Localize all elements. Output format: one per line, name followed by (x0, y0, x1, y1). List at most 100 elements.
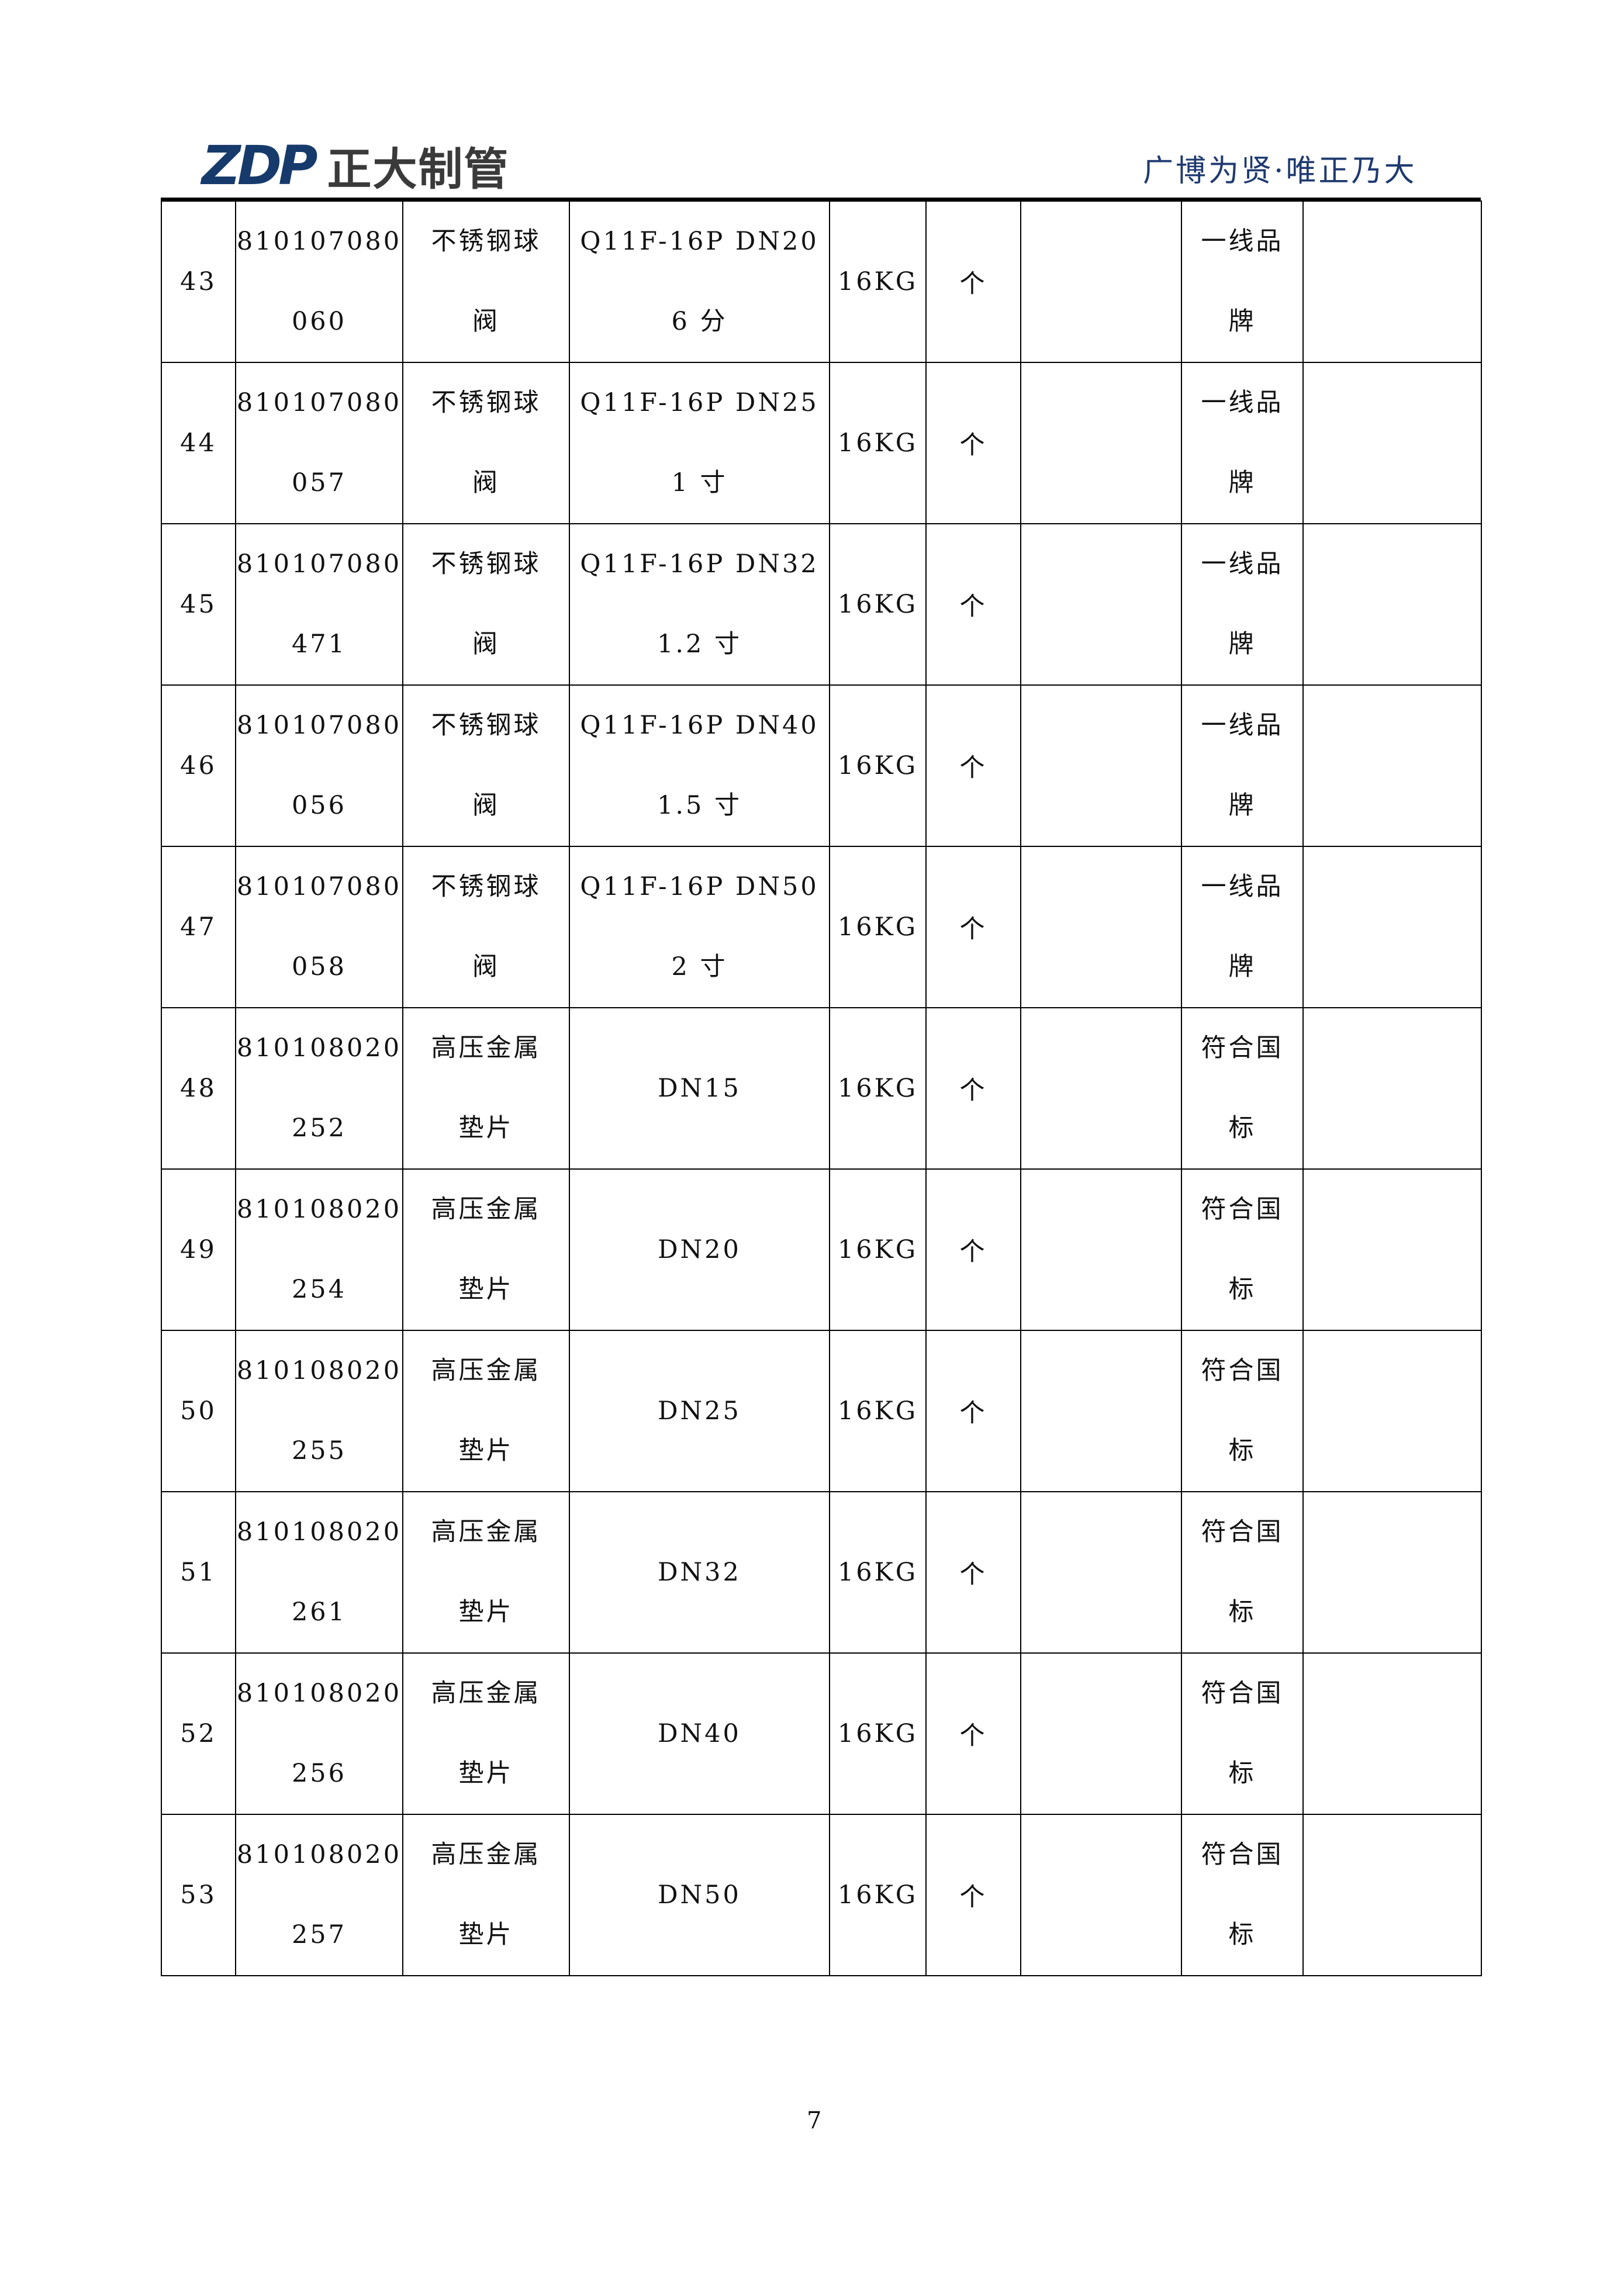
item-name-cell: 高压金属 垫片 (402, 1168, 570, 1331)
quantity-cell (1020, 1652, 1182, 1815)
row-number-cell: 50 (161, 1330, 236, 1492)
table-row: 46 810107080 056 不锈钢球阀 Q11F-16P DN40 1.5 寸 16K… (161, 684, 1482, 847)
specification-line: DN15 (658, 1073, 741, 1103)
specification-line: Q11F-16P DN32 (580, 549, 819, 579)
pressure-rating-cell: 16KG (829, 1652, 927, 1815)
item-code-line: 810108020 (236, 1033, 402, 1063)
item-code-cell: 810108020 255 (235, 1330, 403, 1492)
item-name-line: 垫片 (458, 1275, 514, 1304)
table-row: 45 810107080 471 不锈钢球阀 Q11F-16P DN32 1.2 寸 16K… (161, 523, 1482, 686)
item-name-line: 不锈钢球 (431, 549, 541, 579)
brand-requirement-line: 一线品 (1201, 549, 1284, 579)
item-code-line: 810108020 (236, 1195, 402, 1224)
specification-cell: DN15 (569, 1007, 830, 1170)
item-code-line: 810108020 (236, 1356, 402, 1385)
table-row: 51 810108020 261 高压金属 垫片 DN32 16KG 个 符合国标 (161, 1491, 1482, 1654)
item-name-line: 阀 (472, 791, 500, 820)
item-name-line: 阀 (472, 952, 500, 981)
item-code-line: 261 (291, 1597, 347, 1627)
item-name-cell: 高压金属 垫片 (402, 1007, 570, 1170)
specification-line: 1 寸 (671, 468, 728, 497)
remark-cell (1302, 684, 1482, 847)
specification-line: 2 寸 (671, 952, 728, 981)
specification-cell: Q11F-16P DN20 6 分 (569, 200, 830, 363)
item-name-cell: 高压金属 垫片 (402, 1491, 570, 1654)
item-name-cell: 不锈钢球阀 (402, 846, 570, 1008)
item-name-cell: 不锈钢球阀 (402, 362, 570, 524)
quantity-cell (1020, 684, 1182, 847)
unit-cell: 个 (925, 846, 1021, 1008)
quantity-cell (1020, 1491, 1182, 1654)
specification-cell: DN40 (569, 1652, 830, 1815)
item-name-line: 垫片 (458, 1759, 514, 1788)
brand-requirement-line: 牌 (1228, 468, 1256, 497)
remark-cell (1302, 846, 1482, 1008)
item-code-cell: 810107080 056 (235, 684, 403, 847)
logo-text: 正大制管 (327, 143, 510, 195)
unit-cell: 个 (925, 523, 1021, 686)
row-number-cell: 46 (161, 684, 236, 847)
item-name-line: 不锈钢球 (431, 227, 541, 256)
brand-requirement-line: 一线品 (1201, 872, 1284, 901)
brand-requirement-cell: 符合国标 (1181, 1814, 1304, 1976)
specification-line: Q11F-16P DN40 (580, 711, 819, 740)
pressure-rating-cell: 16KG (829, 1330, 927, 1492)
row-number-cell: 48 (161, 1007, 236, 1170)
row-number-cell: 53 (161, 1814, 236, 1976)
brand-requirement-line: 牌 (1228, 952, 1256, 981)
item-code-line: 471 (291, 630, 347, 659)
item-code-cell: 810108020 252 (235, 1007, 403, 1170)
item-name-line: 高压金属 (431, 1840, 541, 1869)
brand-requirement-cell: 一线品牌 (1181, 362, 1304, 524)
item-code-line: 810107080 (236, 227, 402, 256)
item-name-cell: 高压金属 垫片 (402, 1652, 570, 1815)
table-row: 48 810108020 252 高压金属 垫片 DN15 16KG 个 符合国标 (161, 1007, 1482, 1170)
specification-cell: Q11F-16P DN50 2 寸 (569, 846, 830, 1008)
remark-cell (1302, 362, 1482, 524)
item-code-line: 252 (291, 1114, 347, 1143)
item-name-line: 阀 (472, 468, 500, 497)
unit-cell: 个 (925, 200, 1021, 363)
specification-line: 1.2 寸 (656, 630, 742, 659)
item-name-cell: 不锈钢球阀 (402, 523, 570, 686)
brand-requirement-line: 一线品 (1201, 227, 1284, 256)
row-number-cell: 45 (161, 523, 236, 686)
brand-requirement-line: 符合国 (1201, 1195, 1284, 1224)
item-code-line: 057 (291, 468, 347, 497)
unit-cell: 个 (925, 362, 1021, 524)
logo-mark: ZDP (202, 134, 318, 197)
row-number-cell: 43 (161, 200, 236, 363)
specification-line: Q11F-16P DN20 (580, 227, 819, 256)
table-row: 50 810108020 255 高压金属 垫片 DN25 16KG 个 符合国标 (161, 1330, 1482, 1492)
brand-requirement-line: 牌 (1228, 630, 1256, 659)
item-code-cell: 810108020 261 (235, 1491, 403, 1654)
specification-line: DN32 (658, 1557, 741, 1587)
specification-cell: Q11F-16P DN32 1.2 寸 (569, 523, 830, 686)
brand-requirement-cell: 一线品牌 (1181, 523, 1304, 686)
item-name-line: 不锈钢球 (431, 872, 541, 901)
brand-requirement-line: 牌 (1228, 307, 1256, 336)
item-code-cell: 810107080 058 (235, 846, 403, 1008)
item-code-line: 810107080 (236, 711, 402, 740)
specification-line: 1.5 寸 (656, 791, 742, 820)
item-code-cell: 810108020 256 (235, 1652, 403, 1815)
pressure-rating-cell: 16KG (829, 846, 927, 1008)
remark-cell (1302, 1168, 1482, 1331)
brand-requirement-line: 牌 (1228, 791, 1256, 820)
item-name-cell: 不锈钢球阀 (402, 200, 570, 363)
materials-table: 43 810107080 060 不锈钢球阀 Q11F-16P DN20 6 分 16KG 个… (161, 200, 1482, 1976)
item-code-line: 256 (291, 1759, 347, 1788)
item-name-line: 垫片 (458, 1436, 514, 1465)
item-code-line: 254 (291, 1275, 347, 1304)
pressure-rating-cell: 16KG (829, 200, 927, 363)
item-code-line: 810107080 (236, 872, 402, 901)
brand-requirement-cell: 一线品牌 (1181, 684, 1304, 847)
specification-cell: DN32 (569, 1491, 830, 1654)
unit-cell: 个 (925, 1652, 1021, 1815)
item-code-cell: 810107080 471 (235, 523, 403, 686)
unit-cell: 个 (925, 1330, 1021, 1492)
unit-cell: 个 (925, 684, 1021, 847)
header-divider (161, 198, 1481, 200)
specification-line: Q11F-16P DN50 (580, 872, 819, 901)
row-number-cell: 47 (161, 846, 236, 1008)
